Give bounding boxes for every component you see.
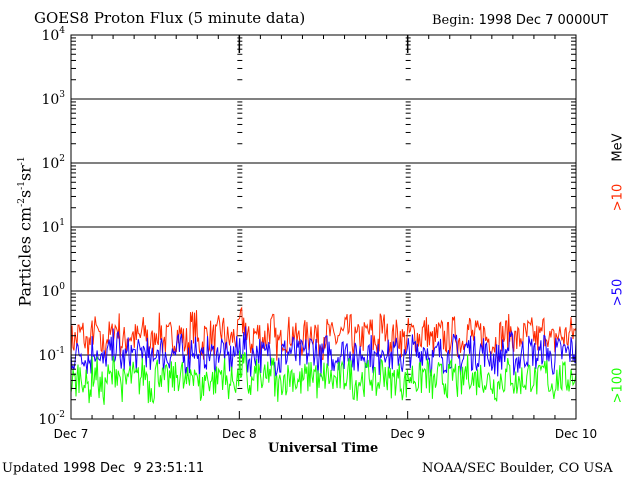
legend-gt100: >100	[610, 367, 626, 404]
y-label-sup2: -1	[17, 181, 28, 190]
y-label-sup3: -1	[17, 156, 28, 166]
y-label-sup1: -2	[17, 198, 28, 207]
begin-label: Begin: 1998 Dec 7 0000UT	[432, 13, 608, 28]
y-tick-label: 102	[41, 154, 65, 172]
frame-layer	[70, 34, 577, 420]
updated-timestamp: Updated 1998 Dec 9 23:51:11	[2, 461, 204, 476]
series-layer	[70, 306, 577, 405]
begin-label-text: Begin:	[432, 13, 475, 28]
x-tick-label: Dec 7	[54, 427, 89, 441]
credit-text: NOAA/SEC Boulder, CO USA	[422, 461, 613, 476]
x-tick-label: Dec 8	[222, 427, 257, 441]
legend-gt10: >10	[610, 183, 626, 212]
y-axis-label: Particles cm-2s-1sr-1	[16, 142, 35, 322]
y-tick-label: 10-1	[38, 346, 65, 364]
y-tick-label: 10-2	[38, 410, 65, 428]
y-tick-label: 104	[41, 26, 65, 44]
y-label-sr: sr	[15, 165, 35, 182]
y-label-main: Particles cm	[15, 206, 35, 307]
series-line-gt10	[70, 306, 577, 362]
updated-label: Updated	[2, 461, 59, 476]
series-line-gt100	[70, 350, 577, 405]
legend-unit-mev: MeV	[610, 133, 626, 162]
y-tick-label: 103	[41, 90, 65, 108]
chart-title: GOES8 Proton Flux (5 minute data)	[34, 9, 306, 27]
tick-label-layer: 10-2 10-1 100 101 102 103 104 Dec 7 Dec 8 Dec 9 De…	[38, 26, 597, 441]
begin-value: 1998 Dec 7 0000UT	[478, 13, 609, 28]
y-tick-label: 101	[41, 218, 65, 236]
y-label-s: s	[15, 189, 35, 199]
legend-gt50: >50	[610, 278, 626, 307]
y-tick-label: 100	[41, 282, 65, 300]
series-line-gt50	[70, 326, 577, 381]
x-axis-label: Universal Time	[268, 441, 379, 456]
updated-value: 1998 Dec 9 23:51:11	[62, 461, 205, 476]
x-tick-label: Dec 9	[390, 427, 425, 441]
x-tick-label: Dec 10	[555, 427, 597, 441]
